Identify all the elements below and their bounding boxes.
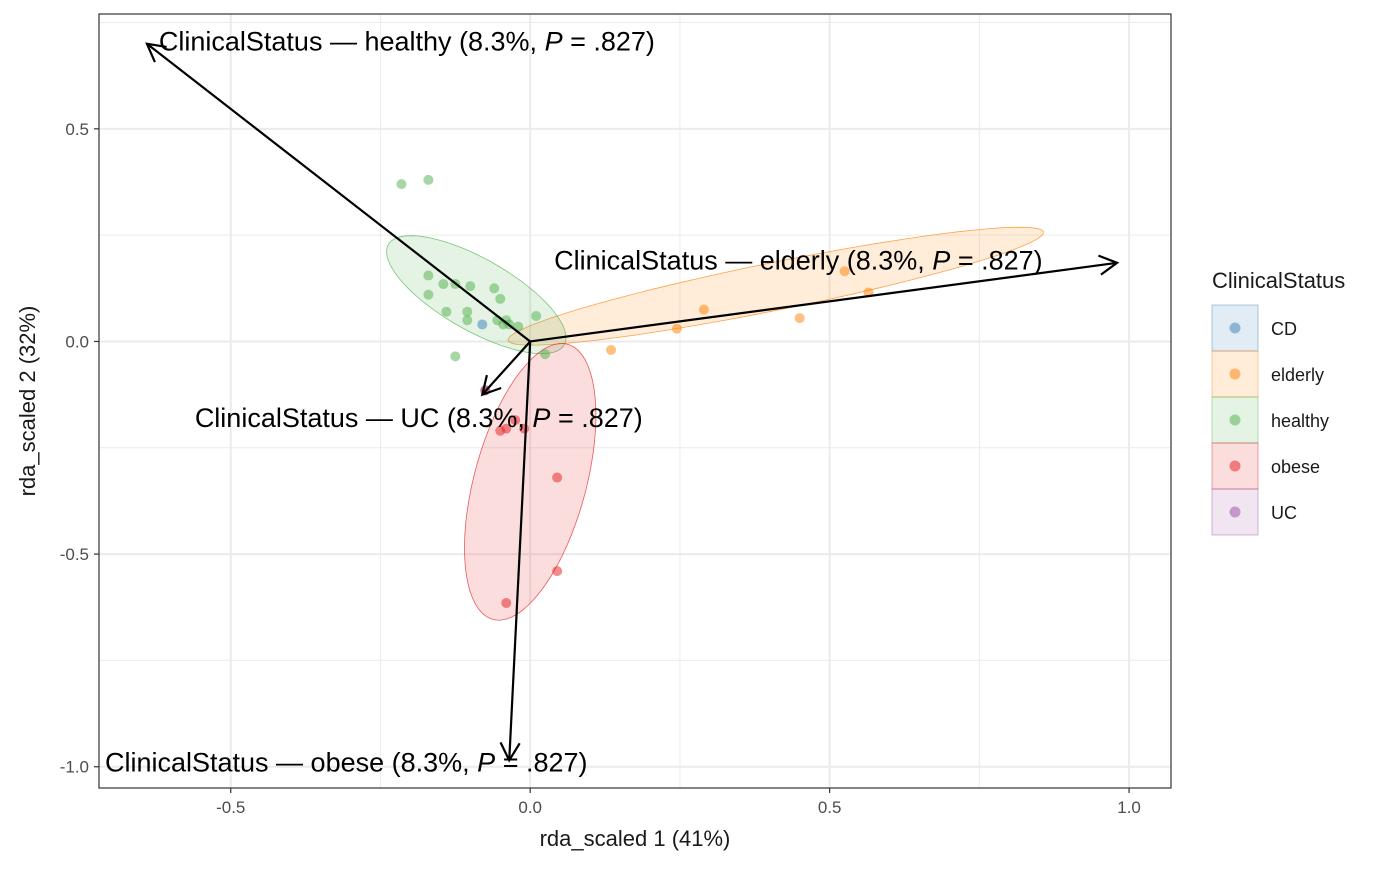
point-elderly	[794, 313, 805, 324]
point-obese	[552, 472, 563, 483]
arrow-head	[499, 741, 521, 763]
y-tick-label: 0.5	[65, 120, 89, 139]
arrow-label-p: P	[932, 246, 950, 276]
point-healthy	[540, 349, 551, 360]
x-tick-label: 0.0	[518, 798, 542, 817]
arrow-label: ClinicalStatus — healthy (8.3%, P = .827…	[159, 27, 655, 57]
legend-title: ClinicalStatus	[1212, 268, 1345, 293]
point-CD	[477, 319, 488, 330]
point-healthy	[462, 315, 473, 326]
arrow-label-tail: = .827)	[550, 403, 642, 433]
legend-label: elderly	[1271, 365, 1324, 385]
arrow-label-tail: = .827)	[495, 747, 587, 777]
arrow-labels: ClinicalStatus — healthy (8.3%, P = .827…	[105, 27, 1043, 778]
y-tick-label: 0.0	[65, 332, 89, 351]
legend-label: CD	[1271, 319, 1297, 339]
point-obese	[501, 598, 512, 609]
legend-label: obese	[1271, 457, 1320, 477]
point-healthy	[423, 174, 434, 185]
y-tick-label: -0.5	[60, 545, 89, 564]
legend-point-CD	[1229, 322, 1241, 334]
plot-panel	[99, 14, 1171, 788]
point-healthy	[489, 283, 500, 294]
point-healthy	[465, 281, 476, 292]
constraint-arrows	[145, 42, 1120, 763]
legend-point-elderly	[1229, 368, 1241, 380]
legend-key-elderly	[1211, 350, 1259, 398]
arrow-head	[1098, 254, 1120, 276]
point-obese	[510, 415, 521, 426]
arrow-shaft	[481, 340, 532, 396]
point-healthy	[450, 351, 461, 362]
arrow-label-p: P	[532, 403, 550, 433]
point-healthy	[462, 306, 473, 317]
panel-background	[99, 14, 1171, 788]
arrow-shaft	[508, 341, 532, 761]
legend-point-obese	[1229, 460, 1241, 472]
y-tick-label: -1.0	[60, 758, 89, 777]
point-obese	[495, 425, 506, 436]
x-tick-label: 0.5	[818, 798, 842, 817]
legend-key-CD	[1211, 304, 1259, 352]
legend-point-healthy	[1229, 414, 1241, 426]
arrow-label-p: P	[545, 27, 563, 57]
y-axis-title: rda_scaled 2 (32%)	[15, 306, 40, 497]
arrow-label: ClinicalStatus — obese (8.3%, P = .827)	[105, 747, 588, 777]
panel-border	[98, 13, 1172, 789]
grid-lines	[99, 14, 1171, 788]
legend: ClinicalStatus CD elderly healthy obese UC	[1211, 268, 1345, 536]
arrow-label-text: ClinicalStatus — healthy (8.3%,	[159, 27, 545, 57]
arrow-label-tail: = .827)	[950, 246, 1042, 276]
arrow-label: ClinicalStatus — elderly (8.3%, P = .827…	[554, 246, 1042, 276]
arrow-shaft	[146, 42, 531, 343]
arrow-head	[480, 374, 502, 397]
point-healthy	[438, 279, 449, 290]
legend-point-UC	[1229, 506, 1241, 518]
point-elderly	[606, 344, 617, 355]
x-tick-label: 1.0	[1117, 798, 1141, 817]
axis-ticks: -0.5 0.0 0.5 1.0 -1.0 -0.5 0.0 0.5	[60, 120, 1141, 817]
point-healthy	[495, 293, 506, 304]
arrow-label-text: ClinicalStatus — obese (8.3%,	[105, 747, 477, 777]
x-axis-title: rda_scaled 1 (41%)	[540, 826, 731, 851]
arrow-head	[145, 42, 167, 63]
arrow-shaft	[530, 261, 1118, 343]
point-healthy	[396, 179, 407, 190]
legend-label: healthy	[1271, 411, 1329, 431]
point-obese	[552, 566, 563, 577]
ellipse-obese	[464, 343, 597, 621]
ellipse-elderly	[507, 226, 1044, 346]
point-healthy	[441, 306, 452, 317]
point-elderly	[839, 266, 850, 277]
arrow-label: ClinicalStatus — UC (8.3%, P = .827)	[195, 403, 643, 433]
point-healthy	[423, 289, 434, 300]
arrow-label-tail: = .827)	[563, 27, 655, 57]
panel-frame	[98, 13, 1172, 789]
x-tick-label: -0.5	[216, 798, 245, 817]
arrow-label-text: ClinicalStatus — UC (8.3%,	[195, 403, 533, 433]
point-healthy	[531, 310, 542, 321]
point-healthy	[423, 270, 434, 281]
point-elderly	[671, 323, 682, 334]
legend-label: UC	[1271, 503, 1297, 523]
point-elderly	[698, 304, 709, 315]
arrow-label-text: ClinicalStatus — elderly (8.3%,	[554, 246, 932, 276]
arrow-label-p: P	[477, 747, 495, 777]
